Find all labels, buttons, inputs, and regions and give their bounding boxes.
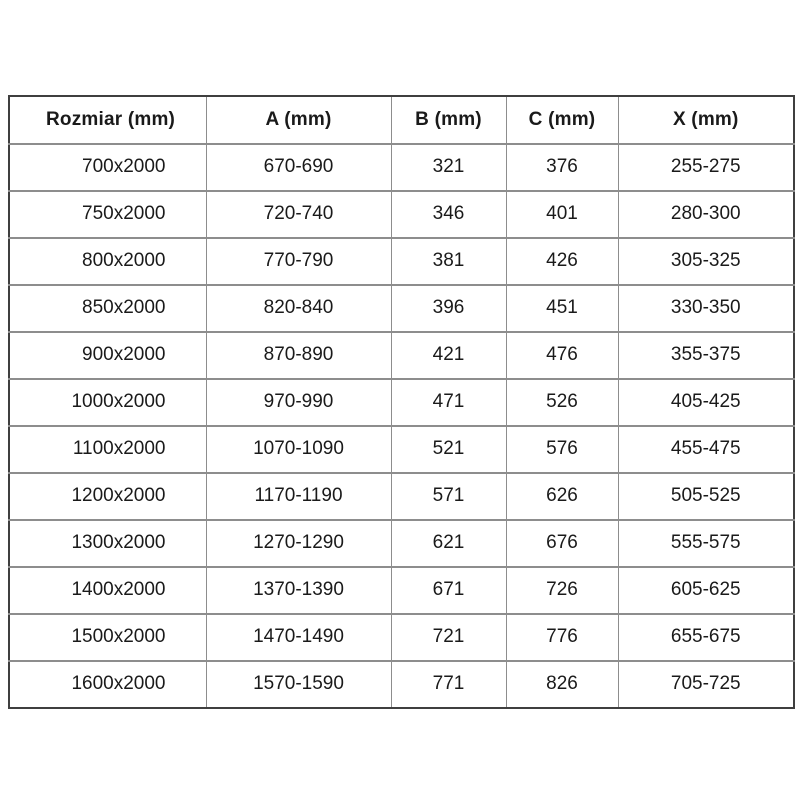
- cell-x: 405-425: [618, 379, 794, 427]
- cell-b: 346: [391, 191, 507, 239]
- cell-a: 670-690: [206, 144, 392, 192]
- cell-b: 421: [391, 332, 507, 380]
- table-body: 700x2000 670-690 321 376 255-275 750x2000 720-…: [9, 144, 794, 708]
- table-row: 1100x2000 1070-1090 521 576 455-475: [9, 426, 794, 474]
- cell-b: 321: [391, 144, 507, 192]
- cell-x: 705-725: [670, 673, 741, 695]
- cell-b: 671: [391, 567, 507, 615]
- table-row: 800x2000 770-790 381 426 305-325: [9, 238, 794, 286]
- cell-size: 850x2000: [9, 285, 207, 333]
- cell-x: 305-325: [618, 238, 794, 286]
- cell-x: 255-275: [618, 144, 794, 192]
- cell-a: 720-740: [206, 191, 392, 239]
- cell-a: 1270-1290: [206, 520, 392, 568]
- cell-x: 330-350: [618, 285, 794, 333]
- cell-size: 1000x2000: [9, 379, 207, 427]
- column-header-c: C (mm): [506, 96, 619, 145]
- cell-c: 626: [506, 473, 619, 521]
- table-row: 1500x2000 1470-1490 721 776 655-675: [9, 614, 794, 662]
- cell-c: 676: [506, 520, 619, 568]
- cell-size: 900x2000: [9, 332, 207, 380]
- cell-c: 426: [506, 238, 619, 286]
- cell-a: 870-890: [206, 332, 392, 380]
- cell-a: 1170-1190: [206, 473, 392, 521]
- column-header-size: Rozmiar (mm): [9, 96, 207, 145]
- cell-x: 655-675: [618, 614, 794, 662]
- table-row: 1300x2000 1270-1290 621 676 555-575: [9, 520, 794, 568]
- cell-a: 1470-1490: [206, 614, 392, 662]
- cell-x: 355-375: [618, 332, 794, 380]
- cell-size: 1200x2000: [9, 473, 207, 521]
- cell-size: 1300x2000: [9, 520, 207, 568]
- cell-x: 505-525: [618, 473, 794, 521]
- table-row: 1600x2000 1570-1590 771 826 705-725: [9, 661, 794, 708]
- cell-a: 770-790: [206, 238, 392, 286]
- cell-x: 605-625: [618, 567, 794, 615]
- table-row: 1000x2000 970-990 471 526 405-425: [9, 379, 794, 427]
- cell-c: 401: [506, 191, 619, 239]
- table-row: 900x2000 870-890 421 476 355-375: [9, 332, 794, 380]
- cell-a: 1570-1590: [206, 661, 392, 708]
- table-header-row: Rozmiar (mm) A (mm) B (mm) C (mm) X (mm): [9, 96, 794, 145]
- table-header: Rozmiar (mm) A (mm) B (mm) C (mm) X (mm): [9, 96, 794, 145]
- cell-a: 820-840: [206, 285, 392, 333]
- specification-table-container: Rozmiar (mm) A (mm) B (mm) C (mm) X (mm)…: [8, 95, 795, 709]
- cell-a: 1070-1090: [206, 426, 392, 474]
- cell-c: 376: [506, 144, 619, 192]
- cell-c: 526: [506, 379, 619, 427]
- column-header-a: A (mm): [206, 96, 392, 145]
- cell-size: 800x2000: [9, 238, 207, 286]
- cell-size: 750x2000: [9, 191, 207, 239]
- table-row: 700x2000 670-690 321 376 255-275: [9, 144, 794, 192]
- table-row: 750x2000 720-740 346 401 280-300: [9, 191, 794, 239]
- cell-x: 280-300: [618, 191, 794, 239]
- cell-b: 571: [391, 473, 507, 521]
- column-header-b: B (mm): [391, 96, 507, 145]
- cell-a: 1370-1390: [206, 567, 392, 615]
- cell-c: 451: [506, 285, 619, 333]
- cell-x: 455-475: [618, 426, 794, 474]
- table-row: 1200x2000 1170-1190 571 626 505-525: [9, 473, 794, 521]
- table-row: 1400x2000 1370-1390 671 726 605-625: [9, 567, 794, 615]
- cell-x: 555-575: [618, 520, 794, 568]
- cell-b: 521: [391, 426, 507, 474]
- cell-b: 771: [391, 661, 507, 708]
- cell-size: 700x2000: [9, 144, 207, 192]
- cell-b: 621: [391, 520, 507, 568]
- cell-size: 1600x2000: [9, 661, 207, 708]
- cell-b: 471: [391, 379, 507, 427]
- cell-c: 476: [506, 332, 619, 380]
- cell-b: 381: [391, 238, 507, 286]
- cell-b: 396: [391, 285, 507, 333]
- cell-a: 970-990: [206, 379, 392, 427]
- cell-c: 576: [506, 426, 619, 474]
- cell-c: 776: [506, 614, 619, 662]
- table-row: 850x2000 820-840 396 451 330-350: [9, 285, 794, 333]
- column-header-x: X (mm): [618, 96, 794, 145]
- cell-size: 1100x2000: [9, 426, 207, 474]
- cell-size: 1500x2000: [9, 614, 207, 662]
- cell-c: 826: [506, 661, 619, 708]
- dimensions-table: Rozmiar (mm) A (mm) B (mm) C (mm) X (mm)…: [8, 95, 795, 709]
- cell-size: 1400x2000: [9, 567, 207, 615]
- cell-b: 721: [391, 614, 507, 662]
- cell-c: 726: [506, 567, 619, 615]
